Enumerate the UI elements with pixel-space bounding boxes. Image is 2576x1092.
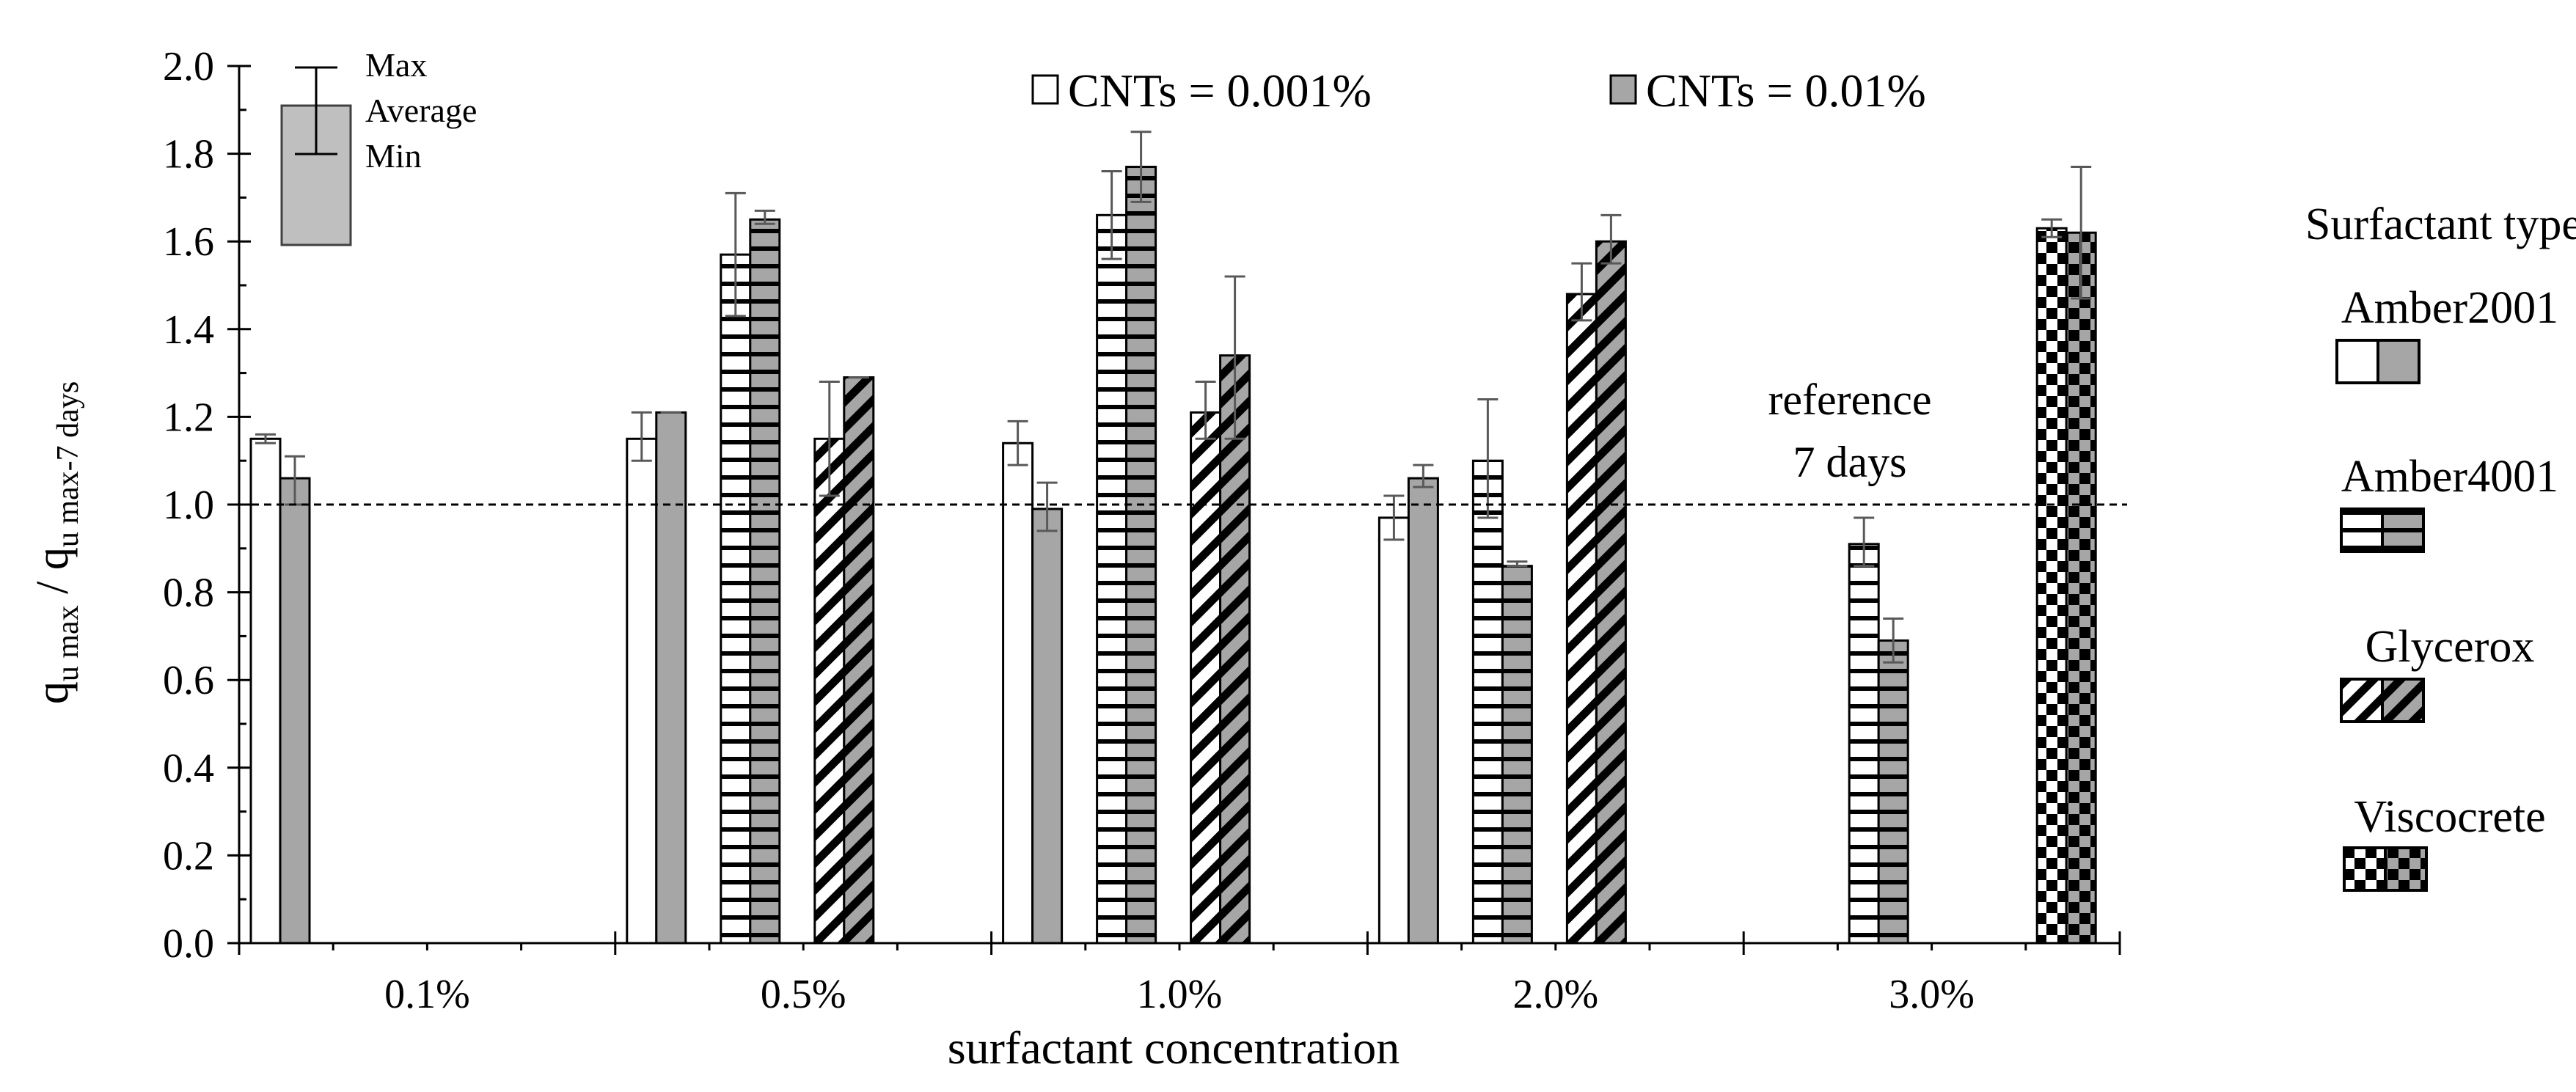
bar-amber2001-cnt-001: [1407, 477, 1439, 945]
surfactant-legend-label-amber2001: Amber2001: [2341, 283, 2558, 333]
y-tick-label: 0.0: [163, 921, 214, 967]
bar-amber2001-cnt-0001: [1377, 516, 1410, 945]
bar-glycerox-cnt-0001: [1565, 293, 1598, 945]
bar-glycerox-cnt-001: [1219, 354, 1251, 945]
y-tick-label: 0.6: [163, 658, 214, 703]
errorbar-legend: Max Average Min: [280, 46, 477, 246]
bar-viscocrete-cnt-001: [2065, 231, 2097, 945]
bar-amber4001-cnt-001: [1125, 166, 1157, 945]
surfactant-legend-swatch-amber4001-gray: [2381, 507, 2425, 553]
reference-label-line2: 7 days: [1793, 438, 1907, 486]
cnts-legend-label-2: CNTs = 0.01%: [1646, 65, 1926, 117]
y-tick-label: 1.0: [163, 483, 214, 528]
surfactant-legend-swatch-viscocrete-white: [2343, 846, 2387, 892]
reference-label-line1: reference: [1768, 375, 1931, 424]
errorbar-legend-min: Min: [365, 137, 422, 175]
surfactant-legend-swatch-glycerox-white: [2340, 678, 2384, 723]
errorbar-legend-average: Average: [365, 92, 477, 129]
y-tick-label: 1.2: [163, 395, 214, 440]
reference-layer: reference 7 days: [239, 375, 2127, 506]
y-tick-label: 1.8: [163, 132, 214, 177]
y-axis-label: qu max / qu max-7 days: [28, 381, 85, 704]
bars-layer: [249, 131, 2097, 945]
surfactant-legend-swatch-amber4001-white: [2340, 507, 2384, 553]
surfactant-legend-swatch-viscocrete-gray: [2384, 846, 2428, 892]
bar-glycerox-cnt-0001: [813, 437, 846, 945]
x-tick-label: 1.0%: [1137, 972, 1223, 1017]
surfactant-legend-title: Surfactant type:: [2305, 199, 2576, 249]
y-tick-label: 2.0: [163, 44, 214, 89]
cnts-legend-label-1: CNTs = 0.001%: [1068, 65, 1372, 117]
bar-glycerox-cnt-001: [843, 376, 875, 945]
bar-amber2001-cnt-001: [279, 477, 311, 945]
bar-amber4001-cnt-0001: [1471, 459, 1504, 945]
x-axis-title: surfactant concentration: [948, 1022, 1400, 1074]
bar-amber2001-cnt-001: [655, 411, 687, 945]
bar-amber4001-cnt-0001: [1848, 543, 1880, 945]
y-tick-label: 0.4: [163, 746, 214, 791]
surfactant-legend-swatch-amber2001-gray: [2376, 339, 2421, 384]
x-tick-label: 3.0%: [1889, 972, 1975, 1017]
cnts-legend: CNTs = 0.001% CNTs = 0.01%: [1031, 65, 1926, 117]
y-tick-label: 1.4: [163, 307, 214, 353]
bar-amber4001-cnt-0001: [1096, 213, 1128, 945]
errorbar-legend-max: Max: [365, 46, 427, 84]
y-tick-label: 1.6: [163, 219, 214, 265]
y-tick-label: 0.8: [163, 571, 214, 616]
bar-amber2001-cnt-0001: [1002, 441, 1034, 945]
x-tick-label: 0.5%: [761, 972, 846, 1017]
surfactant-legend-label-glycerox: Glycerox: [2365, 622, 2535, 672]
x-tick-label: 0.1%: [384, 972, 470, 1017]
bar-amber4001-cnt-0001: [720, 253, 752, 945]
bar-glycerox-cnt-0001: [1190, 411, 1222, 945]
x-tick-label: 2.0%: [1512, 972, 1598, 1017]
cnts-legend-swatch-gray: [1609, 74, 1637, 105]
cnts-legend-swatch-white: [1031, 74, 1059, 105]
axis-layer: 0.0 0.2 0.4 0.6 0.8 1.0 1.2 1.4 1.6 1.8 2.0 0.1% 0.5…: [163, 44, 2121, 1017]
y-tick-label: 0.2: [163, 833, 214, 879]
surfactant-legend-swatch-glycerox-gray: [2381, 678, 2425, 723]
surfactant-legend: Surfactant type: Amber2001 Amber4001 Gly…: [2305, 199, 2576, 892]
bar-glycerox-cnt-001: [1595, 240, 1627, 945]
surfactant-legend-label-amber4001: Amber4001: [2341, 452, 2558, 502]
bar-amber2001-cnt-0001: [249, 437, 282, 945]
bar-amber4001-cnt-001: [1877, 639, 1909, 945]
surfactant-legend-swatch-amber2001-white: [2335, 339, 2379, 384]
bar-viscocrete-cnt-0001: [2035, 227, 2068, 945]
bar-amber2001-cnt-0001: [626, 437, 658, 945]
bar-amber4001-cnt-001: [1501, 565, 1533, 945]
bar-amber4001-cnt-001: [749, 218, 781, 945]
surfactant-legend-label-viscocrete: Viscocrete: [2354, 792, 2545, 842]
bar-amber2001-cnt-001: [1031, 507, 1064, 945]
